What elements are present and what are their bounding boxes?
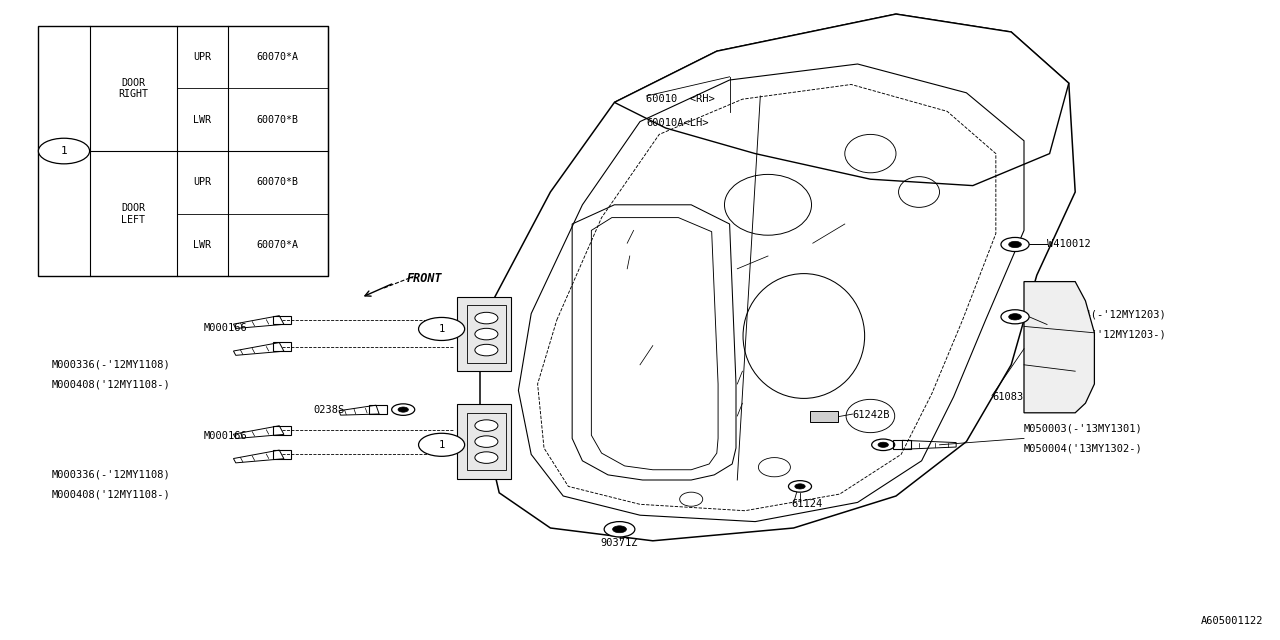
Text: 60070*A: 60070*A — [257, 240, 298, 250]
Text: 61124: 61124 — [791, 499, 822, 509]
Circle shape — [475, 312, 498, 324]
Circle shape — [795, 484, 805, 489]
Polygon shape — [480, 14, 1075, 541]
Circle shape — [475, 452, 498, 463]
Text: FRONT: FRONT — [407, 272, 443, 285]
Circle shape — [475, 436, 498, 447]
Circle shape — [1001, 310, 1029, 324]
Polygon shape — [457, 404, 511, 479]
Text: UPR: UPR — [193, 52, 211, 62]
Circle shape — [788, 481, 812, 492]
Circle shape — [38, 138, 90, 164]
Circle shape — [419, 433, 465, 456]
Text: UPR: UPR — [193, 177, 211, 188]
Text: 0238S: 0238S — [314, 404, 344, 415]
Text: 1: 1 — [439, 324, 444, 334]
Text: M000166: M000166 — [204, 431, 247, 442]
Circle shape — [475, 344, 498, 356]
Circle shape — [604, 522, 635, 537]
Circle shape — [1009, 314, 1021, 320]
Polygon shape — [457, 297, 511, 371]
Text: M000336(-'12MY1108): M000336(-'12MY1108) — [51, 360, 170, 370]
Text: 1: 1 — [439, 440, 444, 450]
Circle shape — [419, 317, 465, 340]
Bar — [810, 411, 838, 422]
Text: M050003(-'13MY1301): M050003(-'13MY1301) — [1024, 424, 1143, 434]
Circle shape — [872, 439, 895, 451]
Circle shape — [613, 526, 626, 532]
Text: W410012: W410012 — [1047, 239, 1091, 250]
Text: M000408('12MY1108-): M000408('12MY1108-) — [51, 490, 170, 500]
Text: 60070*B: 60070*B — [257, 177, 298, 188]
Text: 61083: 61083 — [992, 392, 1023, 402]
Text: LWR: LWR — [193, 240, 211, 250]
Bar — [38, 26, 328, 276]
Circle shape — [1001, 237, 1029, 252]
Text: M000336(-'12MY1108): M000336(-'12MY1108) — [51, 470, 170, 480]
Bar — [273, 342, 291, 351]
Bar — [273, 316, 291, 324]
Text: 60070*B: 60070*B — [257, 115, 298, 125]
Circle shape — [1009, 241, 1021, 248]
Polygon shape — [1024, 282, 1094, 413]
Polygon shape — [614, 14, 1069, 186]
Bar — [893, 440, 911, 449]
Text: 90371Z: 90371Z — [600, 538, 639, 548]
Bar — [273, 426, 291, 435]
Bar — [369, 405, 387, 414]
Text: LWR: LWR — [193, 115, 211, 125]
Text: DOOR
RIGHT: DOOR RIGHT — [118, 77, 148, 99]
Circle shape — [878, 442, 888, 447]
Circle shape — [392, 404, 415, 415]
Text: M050004('13MY1302-): M050004('13MY1302-) — [1024, 444, 1143, 454]
Text: M000408('12MY1108-): M000408('12MY1108-) — [51, 380, 170, 390]
Text: W270027('12MY1203-): W270027('12MY1203-) — [1047, 330, 1166, 340]
Text: 1: 1 — [60, 146, 68, 156]
Text: 60010A<LH>: 60010A<LH> — [646, 118, 709, 128]
Circle shape — [475, 328, 498, 340]
Text: 61242B: 61242B — [852, 410, 890, 420]
Text: DOOR
LEFT: DOOR LEFT — [122, 203, 145, 225]
Text: M000166: M000166 — [204, 323, 247, 333]
Circle shape — [475, 420, 498, 431]
Text: W270024(-'12MY1203): W270024(-'12MY1203) — [1047, 310, 1166, 320]
Text: 60010  <RH>: 60010 <RH> — [646, 94, 716, 104]
Text: A605001122: A605001122 — [1201, 616, 1263, 626]
Bar — [273, 450, 291, 459]
Text: 60070*A: 60070*A — [257, 52, 298, 62]
Circle shape — [398, 407, 408, 412]
